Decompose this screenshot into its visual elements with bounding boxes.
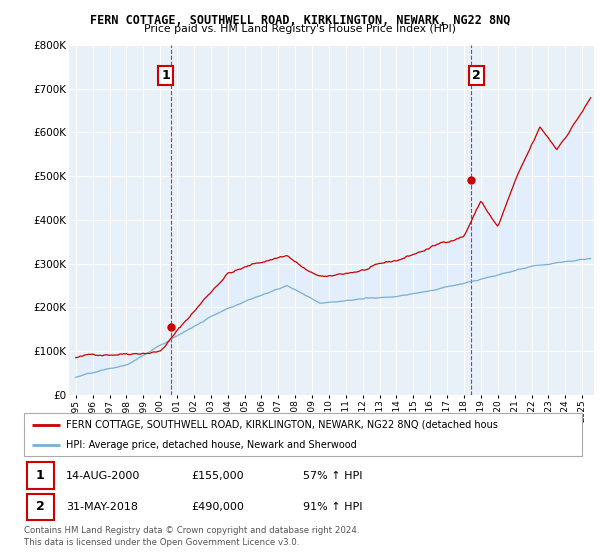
Text: 2: 2 [36,501,44,514]
Text: 1: 1 [161,69,170,82]
FancyBboxPatch shape [27,463,53,489]
Text: 2: 2 [472,69,481,82]
Text: 1: 1 [36,469,44,482]
Text: Price paid vs. HM Land Registry's House Price Index (HPI): Price paid vs. HM Land Registry's House … [144,24,456,34]
Text: This data is licensed under the Open Government Licence v3.0.: This data is licensed under the Open Gov… [24,538,299,547]
Text: £490,000: £490,000 [191,502,244,512]
Text: 14-AUG-2000: 14-AUG-2000 [66,470,140,480]
Text: 31-MAY-2018: 31-MAY-2018 [66,502,138,512]
Text: FERN COTTAGE, SOUTHWELL ROAD, KIRKLINGTON, NEWARK, NG22 8NQ: FERN COTTAGE, SOUTHWELL ROAD, KIRKLINGTO… [90,14,510,27]
Text: HPI: Average price, detached house, Newark and Sherwood: HPI: Average price, detached house, Newa… [66,441,356,450]
Text: FERN COTTAGE, SOUTHWELL ROAD, KIRKLINGTON, NEWARK, NG22 8NQ (detached hous: FERN COTTAGE, SOUTHWELL ROAD, KIRKLINGTO… [66,419,498,430]
Text: £155,000: £155,000 [191,470,244,480]
FancyBboxPatch shape [24,413,582,456]
Text: Contains HM Land Registry data © Crown copyright and database right 2024.: Contains HM Land Registry data © Crown c… [24,526,359,535]
FancyBboxPatch shape [27,494,53,520]
Text: 91% ↑ HPI: 91% ↑ HPI [303,502,362,512]
Text: 57% ↑ HPI: 57% ↑ HPI [303,470,362,480]
